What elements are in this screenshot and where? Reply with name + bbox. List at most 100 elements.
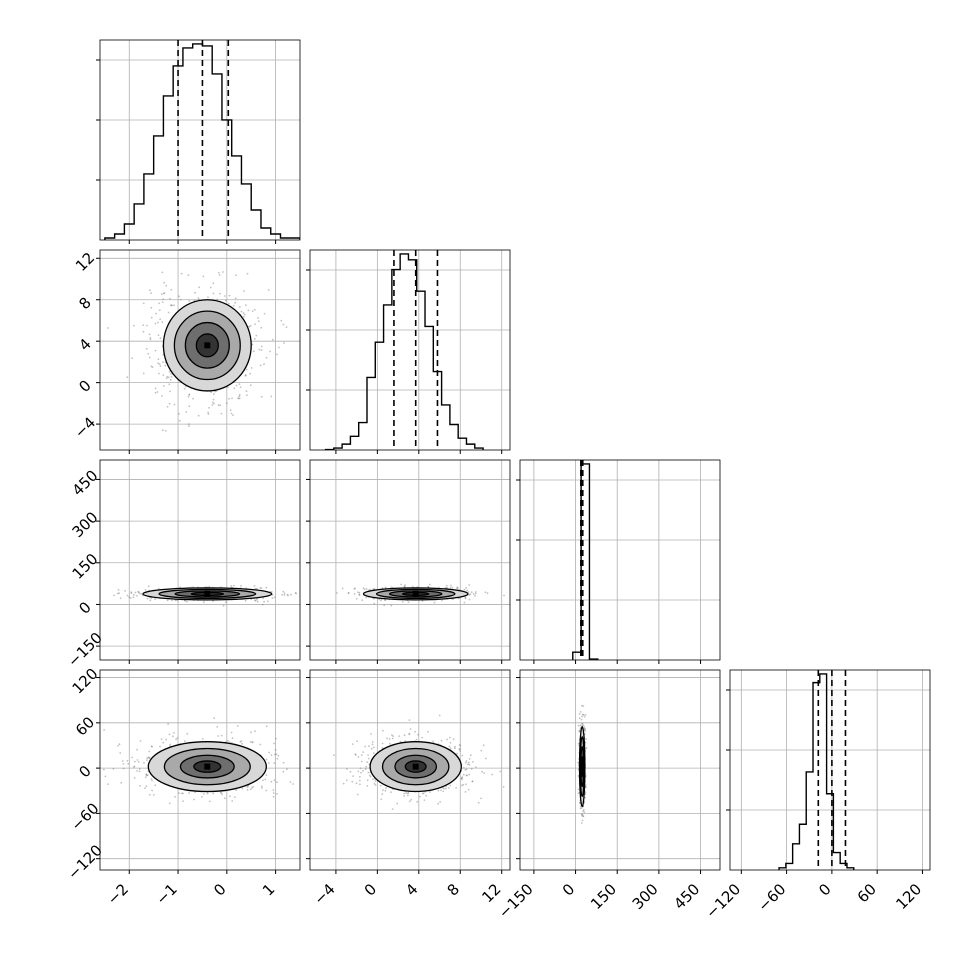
- panel-frame: [309, 459, 511, 661]
- scatter-point: [163, 292, 166, 294]
- scatter-point: [158, 302, 161, 305]
- scatter-point: [341, 587, 344, 590]
- scatter-point: [384, 599, 387, 602]
- scatter-point: [166, 375, 169, 378]
- scatter-point: [407, 601, 410, 603]
- x-tick-label: 0: [815, 880, 834, 899]
- scatter-point: [365, 588, 368, 590]
- scatter-point: [147, 756, 150, 759]
- scatter-point: [126, 376, 129, 379]
- scatter-point: [583, 715, 586, 718]
- scatter-point: [390, 791, 392, 793]
- scatter-point: [180, 272, 183, 275]
- scatter-point: [160, 738, 163, 740]
- scatter-point: [235, 274, 237, 277]
- scatter-point: [182, 792, 184, 795]
- scatter-point: [133, 324, 135, 327]
- scatter-point: [485, 757, 487, 760]
- scatter-point: [274, 748, 277, 751]
- scatter-point: [353, 588, 356, 590]
- scatter-point: [364, 768, 367, 771]
- scatter-point: [246, 272, 249, 275]
- scatter-point: [382, 729, 384, 732]
- contour-line: [381, 747, 450, 786]
- scatter-point: [423, 799, 426, 801]
- scatter-point: [408, 800, 411, 803]
- scatter-point: [146, 774, 149, 777]
- scatter-point: [271, 597, 274, 599]
- scatter-point: [356, 793, 359, 796]
- scatter-point: [471, 780, 474, 783]
- scatter-point: [449, 741, 452, 744]
- scatter-point: [428, 583, 431, 586]
- scatter-point: [187, 395, 190, 398]
- scatter-point: [159, 337, 162, 340]
- scatter-point: [252, 785, 255, 788]
- scatter-point: [369, 588, 372, 591]
- scatter-point: [265, 586, 268, 589]
- scatter-point: [232, 304, 235, 307]
- scatter-point: [209, 286, 212, 289]
- scatter-point: [220, 792, 223, 794]
- scatter-point: [483, 772, 485, 774]
- scatter-point: [392, 735, 395, 737]
- scatter-point: [165, 284, 168, 287]
- scatter-point: [282, 761, 285, 764]
- scatter-point: [273, 596, 276, 599]
- scatter-point: [582, 713, 585, 716]
- scatter-point: [368, 774, 371, 777]
- scatter-point: [403, 795, 405, 797]
- scatter-point: [358, 779, 361, 782]
- x-tick-label: −150: [495, 880, 537, 922]
- scatter-point: [182, 800, 185, 802]
- scatter-point: [130, 591, 133, 594]
- scatter-point: [453, 745, 456, 748]
- scatter-point: [448, 745, 451, 748]
- scatter-point: [465, 783, 467, 786]
- scatter-point: [154, 387, 157, 390]
- scatter-point: [265, 774, 268, 777]
- scatter-point: [464, 597, 467, 600]
- scatter-point: [404, 740, 407, 742]
- scatter-point: [227, 386, 229, 389]
- scatter-point: [184, 599, 187, 602]
- scatter-point: [491, 773, 494, 776]
- scatter-point: [229, 409, 232, 411]
- scatter-point: [133, 766, 135, 768]
- scatter-point: [164, 364, 167, 367]
- contour-line: [195, 333, 219, 358]
- scatter-point: [465, 760, 468, 762]
- scatter-point: [169, 378, 172, 381]
- scatter-point: [126, 759, 129, 762]
- scatter-point: [243, 290, 245, 292]
- scatter-point: [149, 289, 151, 292]
- scatter-point: [290, 593, 292, 596]
- scatter-point: [267, 600, 269, 603]
- scatter-point: [462, 783, 465, 786]
- scatter-point: [401, 601, 404, 603]
- scatter-point: [178, 419, 181, 422]
- scatter-point: [159, 745, 161, 748]
- scatter-point: [255, 334, 258, 337]
- scatter-point: [467, 763, 469, 766]
- scatter-point: [233, 387, 236, 390]
- scatter-point: [148, 750, 151, 753]
- scatter-point: [154, 598, 157, 601]
- scatter-point: [354, 753, 357, 755]
- scatter-point: [260, 395, 263, 398]
- scatter-point: [148, 333, 151, 336]
- scatter-point: [390, 604, 393, 607]
- scatter-point: [359, 783, 361, 786]
- panel-frame: [729, 669, 931, 871]
- scatter-point: [269, 350, 271, 353]
- scatter-point: [371, 741, 374, 743]
- scatter-point: [151, 789, 154, 792]
- scatter-point: [118, 743, 121, 746]
- scatter-point: [113, 594, 115, 597]
- scatter-point: [231, 397, 233, 400]
- scatter-point: [440, 739, 443, 742]
- scatter-point: [358, 591, 361, 594]
- scatter-point: [302, 341, 304, 343]
- panel-1-1: [306, 249, 511, 454]
- x-tick-label: −120: [702, 880, 744, 922]
